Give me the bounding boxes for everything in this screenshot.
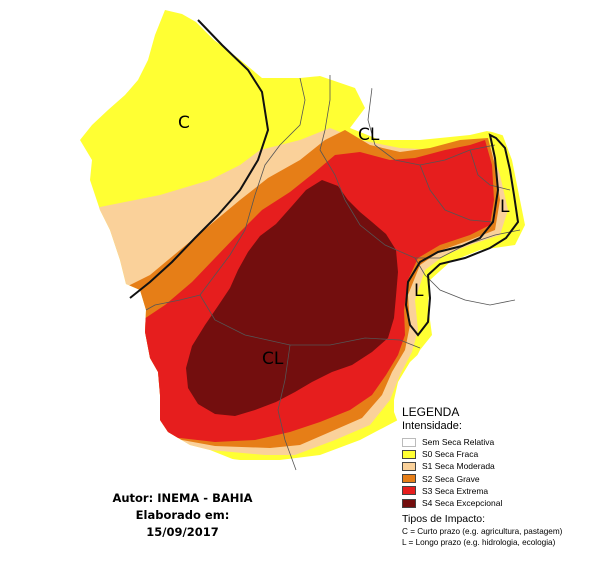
legend-intensity-label: Intensidade: <box>402 420 462 432</box>
legend-swatch <box>402 486 416 496</box>
legend-item-label: S1 Seca Moderada <box>422 461 495 472</box>
legend-swatch <box>402 449 416 459</box>
legend-item: Sem Seca Relativa <box>402 436 587 448</box>
credit-date: Elaborado em: 15/09/2017 <box>135 508 230 539</box>
impact-label-east-lower: L <box>414 281 424 301</box>
credit-block: Autor: INEMA - BAHIA Elaborado em: 15/09… <box>100 490 265 541</box>
legend-item-label: S3 Seca Extrema <box>422 485 489 496</box>
legend-item: S1 Seca Moderada <box>402 460 587 472</box>
legend-swatch <box>402 437 416 447</box>
impact-types-title: Tipos de Impacto: <box>402 513 486 526</box>
impact-type-long: L = Longo prazo (e.g. hidrologia, ecolog… <box>402 538 556 548</box>
legend-swatch <box>402 461 416 471</box>
impact-type-short: C = Curto prazo (e.g. agricultura, pasta… <box>402 527 563 537</box>
legend-item-label: S4 Seca Excepcional <box>422 498 503 509</box>
legend-swatch <box>402 474 416 484</box>
impact-label-north: C <box>178 113 190 133</box>
legend-item: S4 Seca Excepcional <box>402 497 587 509</box>
legend-item: S3 Seca Extrema <box>402 485 587 497</box>
credit-author: Autor: INEMA - BAHIA <box>112 491 253 505</box>
legend-item: S0 Seca Fraca <box>402 448 587 460</box>
legend-item-label: Sem Seca Relativa <box>422 437 495 448</box>
zone-s4-exceptional <box>186 180 398 416</box>
legend: LEGENDA Intensidade: Sem Seca Relativa S0… <box>402 405 587 548</box>
impact-label-center: CL <box>262 349 284 369</box>
impact-label-east-upper: L <box>500 197 510 217</box>
legend-items: Sem Seca Relativa S0 Seca Fraca S1 Seca Mo… <box>402 436 587 509</box>
legend-item-label: S0 Seca Fraca <box>422 449 479 460</box>
legend-item-label: S2 Seca Grave <box>422 473 480 484</box>
impact-boundaries <box>129 19 520 337</box>
legend-item: S2 Seca Grave <box>402 473 587 485</box>
legend-swatch <box>402 498 416 508</box>
impact-label-north-coast: CL <box>358 125 380 145</box>
legend-title: LEGENDA <box>402 405 460 419</box>
